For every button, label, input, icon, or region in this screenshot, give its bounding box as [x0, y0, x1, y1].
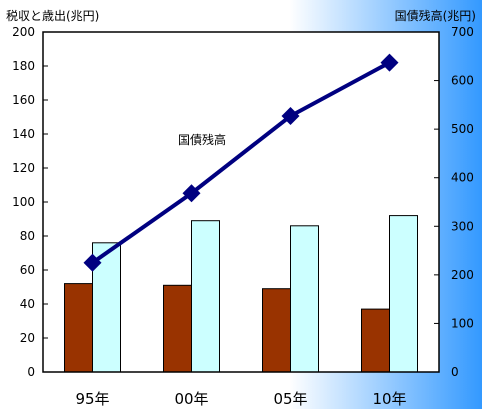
right-tick-label: 600	[451, 74, 474, 88]
bar-series1-0	[64, 283, 93, 373]
category-label: 05年	[273, 390, 307, 408]
debt-point-2	[281, 107, 300, 126]
left-tick-label: 20	[20, 331, 35, 345]
left-tick-label: 60	[20, 263, 35, 277]
bar-series2-3	[389, 215, 418, 373]
category-label: 00年	[174, 390, 208, 408]
right-tick-label: 700	[451, 25, 474, 39]
right-tick-label: 0	[451, 365, 459, 379]
left-tick-label: 100	[12, 195, 35, 209]
right-tick-label: 300	[451, 219, 474, 233]
bar-series1-3	[361, 308, 390, 373]
bar-series2-1	[191, 220, 220, 373]
category-label: 10年	[372, 390, 406, 408]
debt-point-0	[83, 253, 102, 272]
bar-series2-2	[290, 225, 319, 373]
line-annotation: 国債残高	[178, 132, 226, 147]
left-tick-label: 0	[27, 365, 35, 379]
right-tick-label: 100	[451, 316, 474, 330]
debt-point-3	[380, 53, 399, 72]
left-tick-label: 200	[12, 25, 35, 39]
left-tick-label: 160	[12, 93, 35, 107]
bar-series1-1	[163, 284, 192, 373]
right-tick-label: 400	[451, 171, 474, 185]
left-tick-label: 40	[20, 297, 35, 311]
right-tick-label: 200	[451, 268, 474, 282]
left-axis-title: 税収と歳出(兆円)	[6, 9, 99, 23]
left-tick-label: 80	[20, 229, 35, 243]
left-tick-label: 140	[12, 127, 35, 141]
category-label: 95年	[75, 390, 109, 408]
debt-point-1	[182, 184, 201, 203]
left-tick-label: 180	[12, 59, 35, 73]
bar-series1-2	[262, 288, 291, 373]
right-tick-label: 500	[451, 122, 474, 136]
right-axis-title: 国債残高(兆円)	[395, 8, 476, 23]
debt-line	[91, 60, 391, 265]
left-tick-label: 120	[12, 161, 35, 175]
